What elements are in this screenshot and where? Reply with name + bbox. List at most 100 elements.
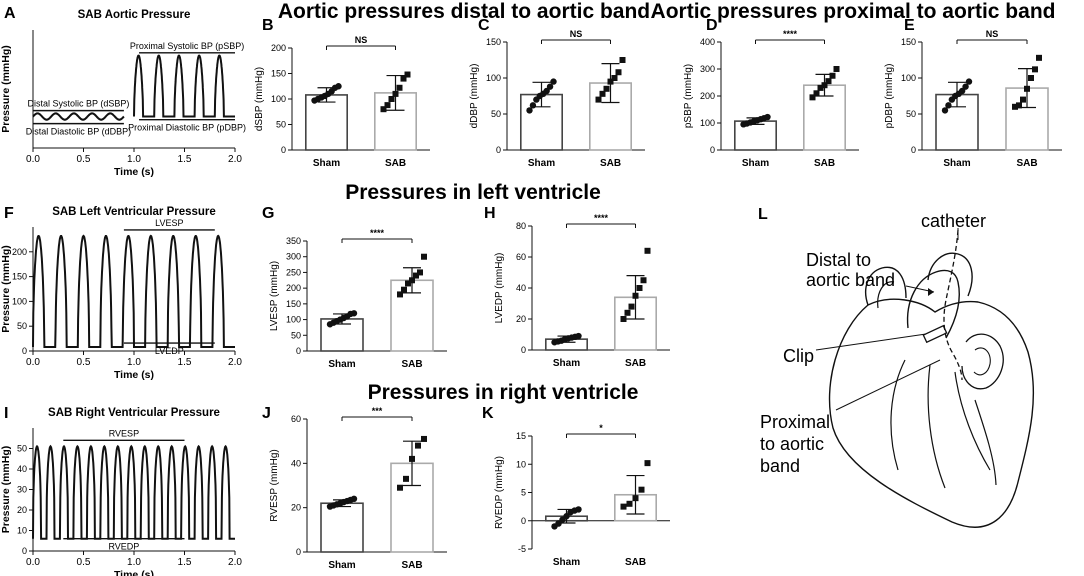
- heading-left-ventricle: Pressures in left ventricle: [345, 181, 601, 204]
- point-sab-d: [833, 66, 840, 72]
- label-proximal-line1: Proximal: [760, 412, 830, 432]
- annotation-label-f: LVESP: [155, 218, 183, 228]
- point-sab-c: [595, 96, 602, 103]
- proximal-pointer: [835, 359, 941, 411]
- point-sab-k: [644, 460, 651, 467]
- y-tick-label-e: 50: [906, 109, 916, 119]
- point-sham-c: [526, 107, 533, 114]
- y-tick-label-g: 200: [286, 283, 301, 293]
- y-tick-label-i: 50: [17, 444, 27, 454]
- x-tick-label-a: 1.0: [127, 154, 141, 165]
- annotation-label-a: Proximal Systolic BP (pSBP): [130, 41, 244, 51]
- category-label-sham-e: Sham: [943, 158, 970, 169]
- point-sab-j: [397, 484, 403, 491]
- point-sab-c: [611, 75, 618, 81]
- point-sab-b: [392, 90, 399, 97]
- y-axis-title-b: dSBP (mmHg): [254, 67, 265, 131]
- point-sab-k: [626, 500, 633, 507]
- y-tick-label-i: 40: [17, 464, 27, 474]
- category-label-sab-e: SAB: [1016, 158, 1037, 169]
- y-axis-title-g: LVESP (mmHg): [269, 261, 280, 331]
- y-tick-label-k: 5: [521, 488, 526, 498]
- point-sab-h: [624, 309, 631, 316]
- chart-title-i: SAB Right Ventricular Pressure: [48, 407, 220, 419]
- y-tick-label-d: 300: [700, 64, 715, 74]
- point-sham-k: [575, 506, 582, 513]
- pressure-trace-a: [133, 54, 235, 118]
- y-tick-label-f: 200: [12, 247, 27, 257]
- point-sab-d: [813, 90, 820, 97]
- label-distal-line2: aortic band: [806, 270, 895, 290]
- y-tick-label-g: 100: [286, 315, 301, 325]
- x-tick-label-f: 0.0: [26, 357, 40, 368]
- y-tick-label-h: 40: [516, 283, 526, 293]
- x-tick-label-a: 0.5: [77, 154, 91, 165]
- chart-panels: A SAB Aortic Pressure 0.0 0.5 1.0 1.5 2.0 Time …: [0, 5, 1062, 576]
- y-tick-label-h: 80: [516, 221, 526, 231]
- category-label-sham-d: Sham: [742, 158, 769, 169]
- x-tick-label-a: 1.5: [178, 154, 192, 165]
- point-sab-d: [825, 78, 832, 85]
- point-sab-h: [632, 292, 639, 299]
- point-sab-h: [636, 285, 643, 291]
- y-tick-label-b: 100: [271, 94, 286, 104]
- panel-i: I SAB Right Ventricular Pressure 0.0 0.5 1.0…: [0, 405, 242, 576]
- panel-label-a: A: [4, 5, 16, 22]
- y-tick-label-i: 10: [17, 526, 27, 536]
- point-sham-k: [563, 513, 570, 520]
- y-tick-label-k: 0: [521, 516, 526, 526]
- panel-j: J 0 20 40 60 RVESP (mmHg) Sham SAB ***: [262, 405, 447, 571]
- label-proximal-line3: band: [760, 456, 800, 476]
- category-label-sham-k: Sham: [553, 557, 580, 568]
- panel-f: F SAB Left Ventricular Pressure 0.0 0.5 1.0 1…: [0, 205, 242, 381]
- point-sham-e: [962, 83, 969, 90]
- y-tick-label-j: 0: [296, 547, 301, 557]
- y-tick-label-g: 50: [291, 330, 301, 340]
- significance-label-e: NS: [986, 29, 999, 39]
- significance-label-b: NS: [355, 35, 368, 45]
- panel-k: K -5 0 5 10 15 RVEDP (mmHg) Sham SAB *: [482, 405, 670, 568]
- point-sab-c: [615, 69, 622, 76]
- point-sham-e: [945, 102, 952, 109]
- panel-label-c: C: [478, 17, 490, 34]
- point-sab-d: [829, 72, 836, 79]
- clip-pointer: [815, 333, 927, 351]
- point-sab-c: [603, 85, 610, 92]
- pressure-trace-a: [32, 112, 125, 121]
- point-sab-b: [404, 71, 411, 78]
- chart-title-f: SAB Left Ventricular Pressure: [52, 206, 216, 218]
- atrium-inner: [973, 347, 991, 376]
- bar-sham-b: [304, 94, 348, 151]
- point-sab-e: [1016, 102, 1022, 109]
- category-label-sham-j: Sham: [328, 560, 355, 571]
- point-sab-g: [405, 280, 411, 287]
- y-tick-label-c: 150: [486, 37, 501, 47]
- y-tick-label-k: -5: [518, 544, 526, 554]
- panel-b: B 0 50 100 150 200 dSBP (mmHg) Sham SAB NS: [254, 17, 430, 169]
- heart-outline: [828, 298, 1035, 528]
- pressure-trace-f: [32, 234, 235, 348]
- y-tick-label-d: 400: [700, 37, 715, 47]
- point-sab-e: [1024, 85, 1030, 92]
- significance-label-g: ****: [370, 228, 385, 238]
- point-sab-d: [821, 82, 828, 89]
- point-sab-e: [1012, 103, 1018, 110]
- y-tick-label-h: 20: [516, 314, 526, 324]
- point-sab-c: [599, 90, 606, 97]
- y-tick-label-d: 0: [710, 145, 715, 155]
- y-tick-label-b: 150: [271, 69, 286, 79]
- y-tick-label-f: 0: [22, 346, 27, 356]
- panel-label-g: G: [262, 205, 274, 222]
- panel-e: E 0 50 100 150 pDBP (mmHg) Sham SAB NS: [884, 17, 1062, 169]
- x-tick-label-i: 2.0: [228, 557, 242, 568]
- heading-proximal: Aortic pressures proximal to aortic band: [651, 0, 1056, 23]
- y-tick-label-h: 60: [516, 252, 526, 262]
- annotation-label-a: Distal Systolic BP (dSBP): [28, 99, 130, 109]
- annotation-label-f: LVEDP: [155, 346, 184, 356]
- point-sab-d: [809, 94, 816, 101]
- point-sab-k: [632, 495, 639, 502]
- label-proximal-line2: to aortic: [760, 434, 824, 454]
- y-tick-label-g: 150: [286, 299, 301, 309]
- annotation-label-a: Proximal Diastolic BP (pDBP): [128, 123, 246, 133]
- point-sham-e: [958, 87, 966, 95]
